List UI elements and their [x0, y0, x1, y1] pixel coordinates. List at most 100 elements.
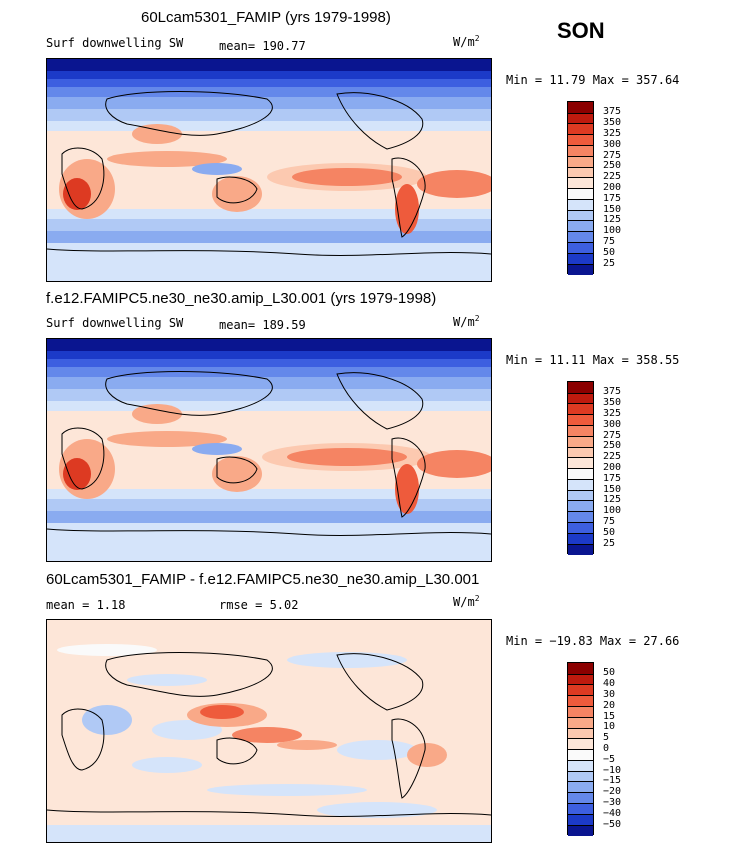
panel2-colorbar-swatch	[568, 544, 593, 556]
panel2-colorbar-swatch	[568, 404, 593, 416]
panel2-colorbar-swatch	[568, 415, 593, 426]
panel1-colorbar-swatch	[568, 167, 593, 179]
panel1-colorbar-tick: 25	[603, 258, 616, 269]
panel3-colorbar-tick: 50	[603, 667, 616, 678]
panel3-colorbar-swatch	[568, 663, 593, 675]
panel2-colorbar-tick: 150	[603, 484, 622, 495]
panel3-mean-label: mean = 1.18	[46, 598, 126, 612]
panel1-units: W/m2	[453, 34, 480, 49]
panel2-colorbar-swatch	[568, 523, 593, 534]
panel2-variable-label: Surf downwelling SW	[46, 316, 184, 330]
panel1-colorbar-tick: 300	[603, 139, 622, 150]
panel3-colorbar-swatch	[568, 739, 593, 751]
panel2-colorbar-swatch	[568, 425, 593, 437]
panel1-colorbar-swatch	[568, 210, 593, 222]
panel3-colorbar-swatch	[568, 825, 593, 837]
panel2-colorbar-swatch	[568, 436, 593, 448]
panel3-colorbar-tick: 40	[603, 678, 616, 689]
panel1-colorbar-tick: 350	[603, 117, 622, 128]
panel3-map-svg	[47, 620, 491, 842]
panel1-colorbar-swatch	[568, 264, 593, 276]
panel3-colorbar-tick: 30	[603, 689, 616, 700]
panel3-map	[46, 619, 492, 843]
panel2-colorbar-tick: 100	[603, 505, 622, 516]
panel3-colorbar-swatch	[568, 717, 593, 729]
panel3-colorbar-tick: −15	[603, 775, 622, 786]
panel2-colorbar-tick: 75	[603, 516, 616, 527]
panel2-minmax: Min = 11.11 Max = 358.55	[506, 353, 680, 367]
panel2-colorbar-tick: 175	[603, 473, 622, 484]
panel3-colorbar-swatch	[568, 728, 593, 740]
panel1-colorbar-tick: 275	[603, 150, 622, 161]
panel2-units: W/m2	[453, 314, 480, 329]
season-label: SON	[557, 18, 605, 43]
panel2-colorbar-swatch	[568, 490, 593, 502]
panel3-colorbar-tick: −20	[603, 786, 622, 797]
panel1-colorbar-swatch	[568, 243, 593, 254]
panel2-colorbar-swatch	[568, 501, 593, 513]
panel3-colorbar-swatch	[568, 706, 593, 718]
panel3-colorbar-tick: 0	[603, 743, 610, 754]
panel1-colorbar-tick: 50	[603, 247, 616, 258]
panel3-colorbar-tick: 15	[603, 711, 616, 722]
panel3-colorbar-swatch	[568, 804, 593, 815]
panel3-colorbar-tick: −40	[603, 808, 622, 819]
panel2-colorbar-tick: 25	[603, 538, 616, 549]
panel2-colorbar-swatch	[568, 447, 593, 459]
panel3-title: 60Lcam5301_FAMIP - f.e12.FAMIPC5.ne30_ne…	[46, 571, 480, 588]
panel1-colorbar-tick: 100	[603, 225, 622, 236]
panel1-colorbar	[567, 101, 594, 276]
panel1-colorbar-swatch	[568, 156, 593, 168]
panel3-colorbar-swatch	[568, 674, 593, 686]
panel3-units: W/m2	[453, 594, 480, 609]
panel1-colorbar-tick: 175	[603, 193, 622, 204]
panel1-title: 60Lcam5301_FAMIP (yrs 1979-1998)	[141, 9, 391, 26]
panel1-colorbar-swatch	[568, 178, 593, 190]
panel1-colorbar-swatch	[568, 253, 593, 265]
panel1-colorbar-tick: 125	[603, 214, 622, 225]
panel1-colorbar-tick: 325	[603, 128, 622, 139]
panel2-colorbar-swatch	[568, 458, 593, 470]
panel2-colorbar-tick: 125	[603, 494, 622, 505]
panel3-colorbar-tick: −5	[603, 754, 616, 765]
panel1-colorbar-swatch	[568, 199, 593, 211]
panel3-colorbar-swatch	[568, 696, 593, 707]
panel2-colorbar-tick: 225	[603, 451, 622, 462]
panel2-map-svg	[47, 339, 491, 561]
panel2-map	[46, 338, 492, 562]
panel1-mean-label: mean= 190.77	[219, 39, 306, 53]
panel3-colorbar-swatch	[568, 782, 593, 794]
panel3-colorbar-swatch	[568, 760, 593, 772]
panel2-colorbar-swatch	[568, 382, 593, 394]
panel1-colorbar-tick: 75	[603, 236, 616, 247]
panel2-colorbar-swatch	[568, 479, 593, 491]
panel2-colorbar-tick: 200	[603, 462, 622, 473]
panel1-colorbar-swatch	[568, 124, 593, 136]
panel3-colorbar-tick: −30	[603, 797, 622, 808]
panel2-colorbar-swatch	[568, 469, 593, 480]
panel2-colorbar-swatch	[568, 393, 593, 405]
panel2-colorbar-tick: 375	[603, 386, 622, 397]
panel3-minmax: Min = −19.83 Max = 27.66	[506, 634, 680, 648]
panel1-colorbar-swatch	[568, 113, 593, 125]
panel1-colorbar-tick: 250	[603, 160, 622, 171]
panel1-colorbar-swatch	[568, 102, 593, 114]
panel1-colorbar-tick: 375	[603, 106, 622, 117]
panel1-map	[46, 58, 492, 282]
panel1-colorbar-tick: 225	[603, 171, 622, 182]
panel2-colorbar-tick: 50	[603, 527, 616, 538]
panel2-colorbar-tick: 300	[603, 419, 622, 430]
panel3-colorbar-swatch	[568, 750, 593, 761]
panel1-colorbar-tick: 200	[603, 182, 622, 193]
panel1-colorbar-swatch	[568, 189, 593, 200]
panel3-colorbar-tick: 10	[603, 721, 616, 732]
panel1-colorbar-swatch	[568, 145, 593, 157]
panel3-rmse-label: rmse = 5.02	[219, 598, 299, 612]
panel3-colorbar-swatch	[568, 793, 593, 805]
panel3-colorbar-tick: 20	[603, 700, 616, 711]
panel3-colorbar-swatch	[568, 771, 593, 783]
panel2-colorbar-swatch	[568, 512, 593, 524]
panel1-colorbar-swatch	[568, 135, 593, 146]
panel1-colorbar-swatch	[568, 232, 593, 244]
panel3-colorbar-tick: 5	[603, 732, 610, 743]
